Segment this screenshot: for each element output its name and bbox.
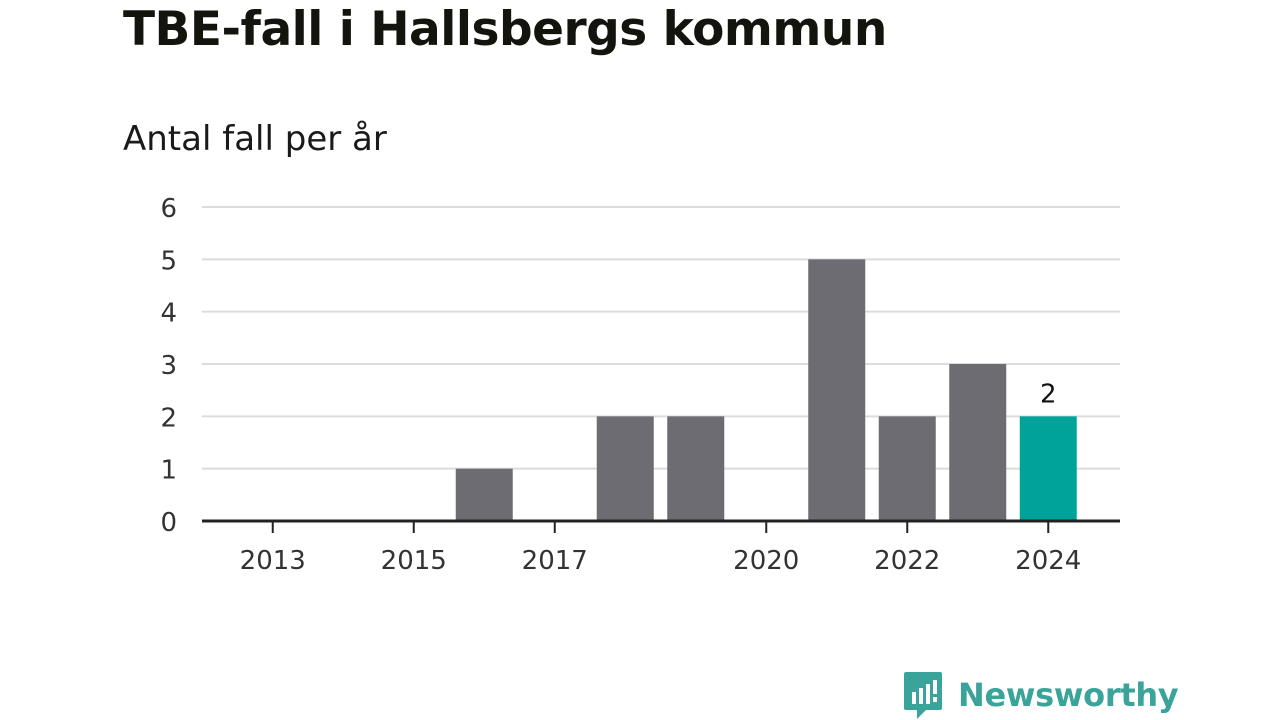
y-tick-label-2: 2: [160, 403, 177, 433]
x-tick-label-2020: 2020: [733, 546, 799, 576]
newsworthy-chart-bubble-icon: [904, 672, 942, 719]
data-labels: 2: [1040, 379, 1057, 409]
bar-2023: [949, 364, 1007, 521]
y-tick-label-0: 0: [160, 508, 177, 538]
x-tick-label-2013: 2013: [240, 546, 306, 576]
x-tick-label-2015: 2015: [381, 546, 447, 576]
x-tick-label-2024: 2024: [1015, 546, 1081, 576]
bar-2018: [596, 416, 654, 521]
y-tick-label-4: 4: [160, 299, 177, 329]
bar-2024: [1019, 416, 1077, 521]
x-tick-label-2022: 2022: [874, 546, 940, 576]
chart-subtitle: Antal fall per år: [123, 119, 387, 159]
bar-2021: [808, 259, 866, 521]
x-tick-label-2017: 2017: [522, 546, 588, 576]
bar-2016: [455, 468, 513, 521]
y-tick-label-1: 1: [160, 456, 177, 486]
brand-name: Newsworthy: [958, 676, 1179, 714]
chart-title: TBE-fall i Hallsbergs kommun: [123, 2, 887, 57]
bar-2019: [667, 416, 725, 521]
y-tick-label-6: 6: [160, 194, 177, 224]
newsworthy-logo: Newsworthy: [902, 670, 1179, 720]
x-axis-ticks: 2013 2015 2017 2020 2022 2024: [240, 521, 1081, 576]
y-tick-label-5: 5: [160, 246, 177, 276]
bar-2022: [878, 416, 936, 521]
y-tick-label-3: 3: [160, 351, 177, 381]
data-label-2024: 2: [1040, 379, 1057, 409]
bars: [455, 259, 1077, 521]
y-axis-ticks: 0 1 2 3 4 5 6: [160, 194, 177, 538]
